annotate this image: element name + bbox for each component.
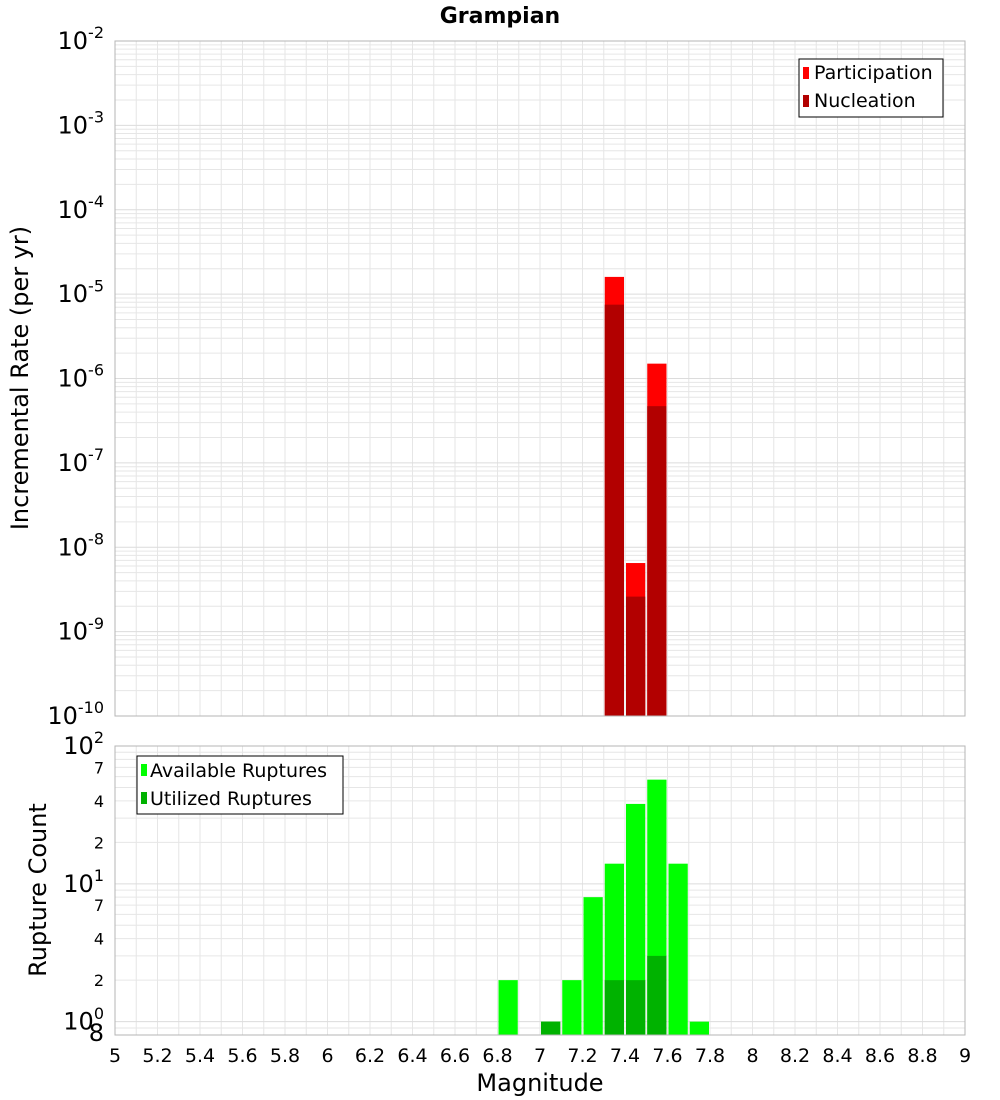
legend-swatch-utilized	[141, 792, 147, 804]
x-tick-label: 7.4	[610, 1045, 640, 1067]
bar-utilized-ruptures	[541, 1021, 561, 1035]
x-tick-label: 6	[321, 1045, 333, 1067]
x-tick-label: 6.8	[482, 1045, 512, 1067]
y-tick-label: 10-4	[58, 192, 105, 224]
y-tick-label: 10-5	[58, 276, 105, 308]
y-tick-label: 7	[94, 896, 104, 915]
bar-utilized-ruptures	[647, 955, 667, 1035]
top-y-axis-ticks: 10-10 10-9 10-8 10-7 10-6 10-5 10-4 10-3 10-2	[47, 23, 104, 730]
y-tick-label: 101	[63, 866, 104, 898]
x-axis-ticks: 5 5.2 5.4 5.6 5.8 6 6.2 6.4 6.6 6.8 7 7.2 7.4 7.6 7.8 8…	[109, 1045, 971, 1067]
bottom-plot-frame	[114, 745, 966, 1036]
x-tick-label: 5.4	[185, 1045, 215, 1067]
top-plot-frame	[114, 40, 966, 717]
x-tick-label: 7.6	[652, 1045, 682, 1067]
y-tick-label: 7	[94, 758, 104, 777]
legend-label-participation: Participation	[814, 62, 933, 84]
y-tick-label: 2	[94, 971, 104, 990]
x-tick-label: 7	[534, 1045, 546, 1067]
y-tick-label: 4	[94, 930, 104, 949]
x-tick-label: 6.4	[397, 1045, 427, 1067]
chart-title: Grampian	[440, 4, 560, 29]
y-tick-label: 100	[63, 1004, 104, 1036]
x-tick-label: 8	[746, 1045, 758, 1067]
bottom-legend: Available Ruptures Utilized Ruptures	[136, 755, 344, 815]
x-tick-label: 9	[959, 1045, 971, 1067]
bottom-plot-bars	[498, 779, 709, 1035]
x-tick-label: 8.4	[822, 1045, 852, 1067]
bar-available-ruptures	[626, 803, 646, 1035]
legend-label-available: Available Ruptures	[150, 760, 327, 782]
legend-swatch-participation	[803, 67, 809, 79]
top-y-axis-label: Incremental Rate (per yr)	[6, 226, 34, 530]
top-legend-box	[798, 58, 944, 118]
bar-available-ruptures	[583, 897, 603, 1035]
x-axis-label: Magnitude	[476, 1069, 603, 1097]
y-tick-label: 10-6	[58, 361, 105, 393]
legend-label-nucleation: Nucleation	[814, 90, 916, 112]
y-tick-label: 2	[94, 833, 104, 852]
bottom-y-axis-label: Rupture Count	[24, 803, 52, 977]
x-tick-label: 6.2	[355, 1045, 385, 1067]
y-tick-label: 102	[63, 728, 104, 760]
y-tick-label: 10-7	[58, 445, 105, 477]
y-tick-label: 10-3	[58, 108, 105, 140]
x-tick-label: 6.6	[440, 1045, 470, 1067]
bar-available-ruptures	[562, 980, 582, 1035]
bar-available-ruptures	[689, 1021, 709, 1035]
bar-utilized-ruptures	[626, 980, 646, 1035]
x-tick-label: 5.6	[227, 1045, 257, 1067]
y-tick-label: 10-8	[58, 529, 105, 561]
top-legend: Participation Nucleation	[798, 58, 944, 118]
bar-available-ruptures	[498, 980, 518, 1035]
y-tick-label: 10-10	[47, 698, 104, 730]
x-tick-label: 7.8	[695, 1045, 725, 1067]
x-tick-label: 8.8	[907, 1045, 937, 1067]
bar-available-ruptures	[668, 863, 688, 1035]
y-tick-label: 10-9	[58, 614, 105, 646]
bar-nucleation	[626, 596, 646, 716]
bar-utilized-ruptures	[604, 980, 624, 1035]
top-plot-bars	[604, 276, 667, 716]
y-tick-label: 4	[94, 792, 104, 811]
y-tick-label: 10-2	[58, 23, 105, 55]
y-tick-label: 8	[89, 1019, 104, 1047]
x-tick-label: 8.6	[865, 1045, 895, 1067]
top-plot-grid	[114, 40, 966, 717]
x-tick-label: 5.2	[142, 1045, 172, 1067]
bar-nucleation	[647, 406, 667, 716]
x-tick-label: 5	[109, 1045, 121, 1067]
x-tick-label: 7.2	[567, 1045, 597, 1067]
legend-swatch-available	[141, 764, 147, 776]
x-tick-label: 8.2	[780, 1045, 810, 1067]
legend-label-utilized: Utilized Ruptures	[150, 788, 312, 810]
x-tick-label: 5.8	[270, 1045, 300, 1067]
bottom-legend-box	[136, 755, 344, 815]
bar-nucleation	[604, 304, 624, 716]
legend-swatch-nucleation	[803, 95, 809, 107]
